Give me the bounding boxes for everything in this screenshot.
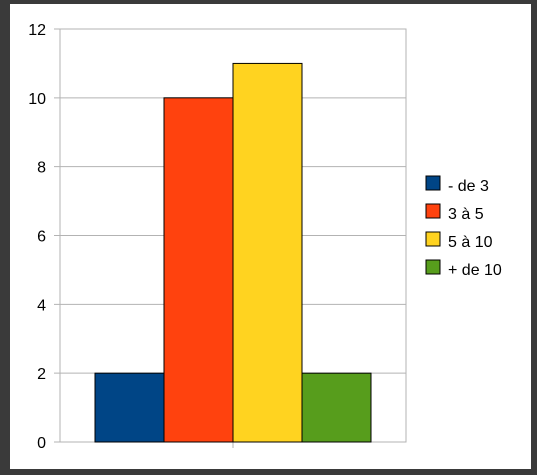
- y-tick-label: 4: [37, 297, 46, 314]
- y-tick-label: 2: [37, 366, 46, 383]
- legend-label: + de 10: [448, 262, 502, 279]
- y-tick-label: 12: [28, 22, 46, 39]
- legend: - de 3 3 à 5 5 à 10 + de 10: [425, 175, 502, 279]
- legend-swatch: [425, 203, 441, 219]
- legend-swatch: [425, 175, 441, 191]
- y-tick-label: 0: [37, 435, 46, 452]
- bar-chart: 0 2 4 6 8 10 12 - de 3 3 à 5 5 à 10 + de 10: [28, 22, 502, 452]
- y-tick-label: 10: [28, 91, 46, 108]
- legend-swatch: [425, 259, 441, 275]
- bar: [232, 62, 303, 443]
- legend-swatch: [425, 231, 441, 247]
- bars: [94, 62, 372, 443]
- legend-label: - de 3: [448, 178, 489, 195]
- legend-label: 5 à 10: [448, 234, 493, 251]
- y-tick-label: 8: [37, 160, 46, 177]
- bar: [301, 372, 372, 443]
- y-axis-ticks: 0 2 4 6 8 10 12: [28, 22, 46, 452]
- bar: [94, 372, 165, 443]
- bar: [163, 97, 234, 443]
- chart-area: 0 2 4 6 8 10 12 - de 3 3 à 5 5 à 10 + de 10: [10, 4, 531, 469]
- legend-label: 3 à 5: [448, 206, 484, 223]
- y-tick-label: 6: [37, 229, 46, 246]
